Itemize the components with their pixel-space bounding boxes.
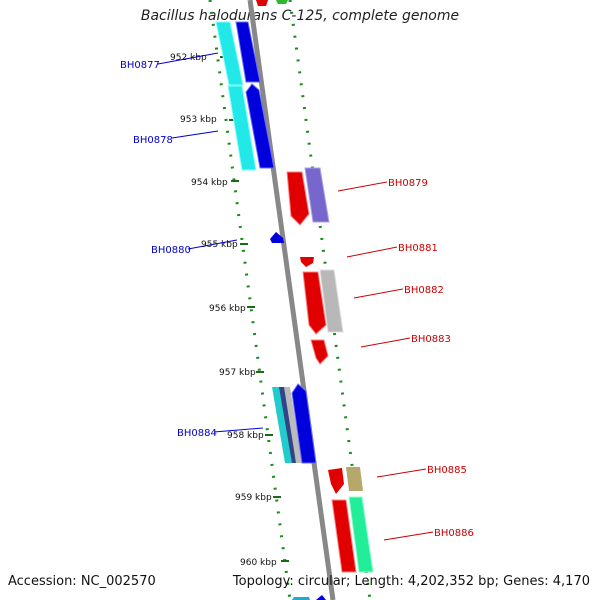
- gene-BH0881: [300, 257, 314, 267]
- gene-label-BH0878[interactable]: BH0878: [133, 135, 173, 146]
- leader-BH0885: [376, 468, 427, 478]
- gene-BH0885-olive: [346, 467, 363, 491]
- tick-label: 953 kbp: [180, 115, 217, 125]
- gene-label-BH0884[interactable]: BH0884: [177, 428, 217, 439]
- gene-BH0886-green: [348, 496, 374, 573]
- leader-BH0881: [346, 246, 398, 258]
- genome-backbone: [247, 0, 336, 600]
- leader-BH0879: [337, 181, 388, 192]
- tick-label: 955 kbp: [201, 240, 238, 250]
- leader-BH0878: [171, 130, 219, 139]
- leader-BH0880: [187, 239, 238, 250]
- partial-feature-green: [276, 0, 288, 4]
- partial-feature-red: [256, 0, 268, 6]
- gene-label-BH0881[interactable]: BH0881: [398, 243, 438, 254]
- gene-BH0882-red: [302, 271, 327, 335]
- gene-label-BH0879[interactable]: BH0879: [388, 178, 428, 189]
- gene-BH0885-red: [328, 468, 344, 494]
- gene-BH0878-blue-track: [245, 83, 275, 169]
- gene-BH0882-grey: [319, 269, 344, 333]
- gene-label-BH0883[interactable]: BH0883: [411, 334, 451, 345]
- gene-label-BH0885[interactable]: BH0885: [427, 465, 467, 476]
- leader-BH0886: [383, 531, 434, 541]
- gene-BH0879-red: [286, 171, 310, 226]
- gene-BH0879-violet: [304, 167, 330, 223]
- partial-feature-bottom-blue: [316, 595, 326, 600]
- leader-BH0883: [360, 337, 411, 348]
- gene-BH0884-grey: [284, 387, 302, 463]
- gene-BH0886-red: [331, 499, 357, 573]
- gene-BH0884-blue: [291, 383, 317, 464]
- leader-BH0877: [157, 52, 219, 65]
- partial-feature-bottom: [292, 597, 310, 600]
- tick-label: 958 kbp: [227, 431, 264, 441]
- gene-BH0878-cyan-track: [227, 85, 257, 171]
- leader-BH0882: [353, 288, 404, 299]
- map-title: Bacillus halodurans C-125, complete geno…: [140, 8, 460, 24]
- tick-label: 957 kbp: [219, 368, 256, 378]
- gene-label-BH0886[interactable]: BH0886: [434, 528, 474, 539]
- dotted-left-boundary: [208, 0, 292, 600]
- tick-label: 956 kbp: [209, 304, 246, 314]
- gene-label-BH0877[interactable]: BH0877: [120, 60, 160, 71]
- tick-label: 959 kbp: [235, 493, 272, 503]
- tick-label: 954 kbp: [191, 178, 228, 188]
- gene-label-BH0880[interactable]: BH0880: [151, 245, 191, 256]
- tick-label: 960 kbp: [240, 558, 277, 568]
- leader-BH0884: [213, 427, 264, 433]
- gene-BH0877-cyan-track: [215, 21, 244, 86]
- gene-label-BH0882[interactable]: BH0882: [404, 285, 444, 296]
- gene-BH0877-blue-track: [235, 21, 261, 83]
- accession-text: Accession: NC_002570: [8, 574, 156, 589]
- gene-BH0880: [270, 232, 284, 243]
- genome-summary-text: Topology: circular; Length: 4,202,352 bp…: [232, 574, 590, 589]
- gene-BH0883: [310, 339, 329, 365]
